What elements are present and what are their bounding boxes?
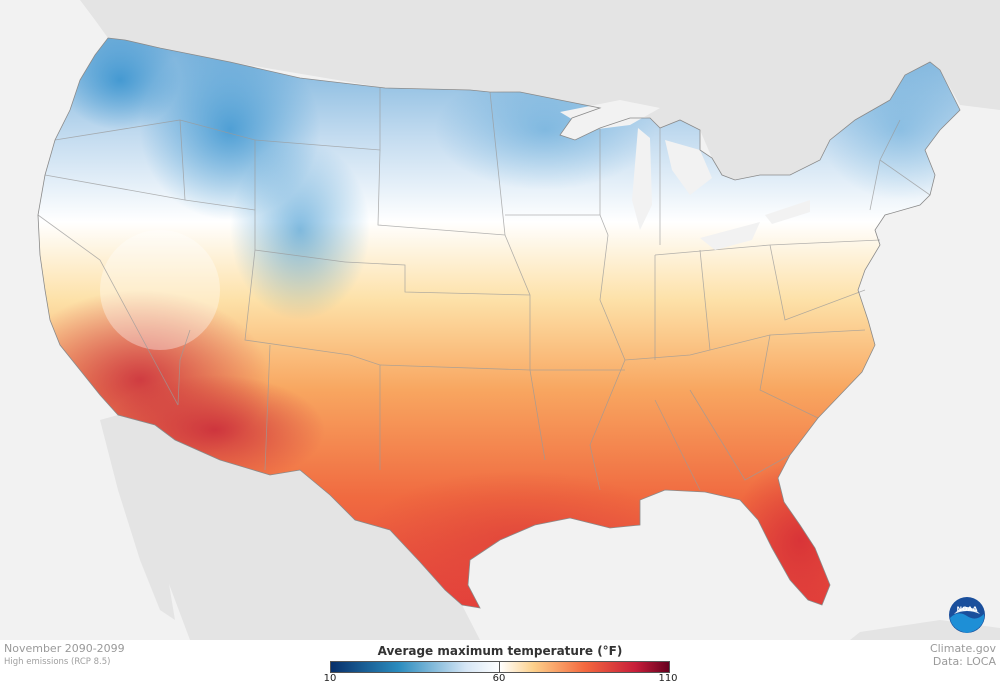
legend-mid-label: 60 <box>492 673 506 684</box>
map-footer: November 2090-2099 High emissions (RCP 8… <box>0 640 1000 690</box>
baja-peninsula <box>100 415 175 620</box>
legend-color-bar <box>330 661 670 673</box>
noaa-logo: NOAA <box>948 596 986 634</box>
temperature-map <box>0 0 1000 640</box>
legend-mid-tick-mark <box>499 661 500 673</box>
legend-max-label: 110 <box>658 673 678 684</box>
credit-site: Climate.gov <box>929 642 996 655</box>
legend-min-label: 10 <box>323 673 337 684</box>
scenario-label: High emissions (RCP 8.5) <box>4 657 111 667</box>
great-lakes <box>560 100 810 250</box>
canada-landmass <box>0 0 1000 180</box>
map-svg <box>0 0 1000 640</box>
state-boundaries <box>37 88 931 491</box>
noaa-logo-wave <box>950 613 984 633</box>
period-label: November 2090-2099 <box>4 642 125 655</box>
noaa-logo-gull <box>954 607 980 614</box>
credit-data: Data: LOCA <box>932 655 996 668</box>
mexico-landmass <box>118 415 480 640</box>
legend-title: Average maximum temperature (°F) <box>377 644 623 658</box>
noaa-logo-text: NOAA <box>957 605 978 613</box>
